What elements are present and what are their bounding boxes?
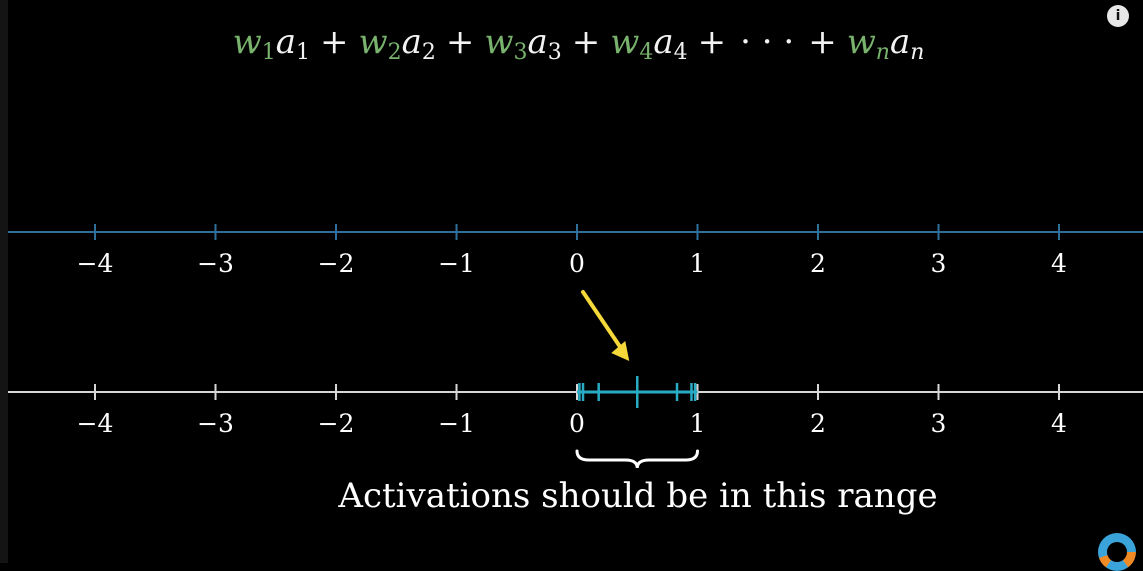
arrow-head [611, 341, 630, 361]
term-4: w4a4 [610, 22, 688, 65]
arrow-shaft [581, 290, 625, 352]
info-icon[interactable]: i [1107, 5, 1129, 27]
tick-label: −3 [197, 249, 234, 278]
plus-sign: + [697, 22, 727, 62]
top-number-line: −4 −3 −2 −1 0 1 2 3 4 [8, 224, 1143, 278]
tick-label: 2 [810, 409, 826, 438]
tick-label: 4 [1051, 409, 1067, 438]
bottom-number-line: −4 −3 −2 −1 0 1 2 3 4 [8, 376, 1143, 438]
term-n: wnan [846, 22, 925, 65]
left-edge-shadow [0, 0, 8, 563]
plus-sign: + [445, 22, 475, 62]
range-caption: Activations should be in this range [337, 476, 937, 516]
term-1: w1a1 [232, 22, 310, 65]
tick-label: 4 [1051, 249, 1067, 278]
tick-label: 0 [569, 409, 585, 438]
tick-label: −1 [438, 249, 475, 278]
plus-sign: + [319, 22, 349, 62]
tick-label: 1 [690, 249, 706, 278]
plus-sign: + [571, 22, 601, 62]
loading-spinner-icon [1098, 533, 1136, 571]
tick-label: −2 [318, 249, 355, 278]
tick-label: −4 [77, 409, 114, 438]
tick-label: 0 [569, 249, 585, 278]
plus-sign: + [808, 22, 837, 62]
tick-label: −3 [197, 409, 234, 438]
term-3: w3a3 [484, 22, 562, 65]
ellipsis: · · · [740, 22, 795, 62]
range-brace-icon [575, 449, 699, 469]
tick-label: 2 [810, 249, 826, 278]
weighted-sum-formula: w1a1 + w2a2 + w3a3 + w4a4 + · · · + wnan [0, 22, 1143, 65]
tick-label: −1 [438, 409, 475, 438]
term-2: w2a2 [358, 22, 436, 65]
tick-label: 3 [931, 249, 947, 278]
tick-label: 3 [931, 409, 947, 438]
tick-label: 1 [690, 409, 706, 438]
tick-label: −2 [318, 409, 355, 438]
pointer-arrow-icon [581, 290, 630, 361]
tick-label: −4 [77, 249, 114, 278]
